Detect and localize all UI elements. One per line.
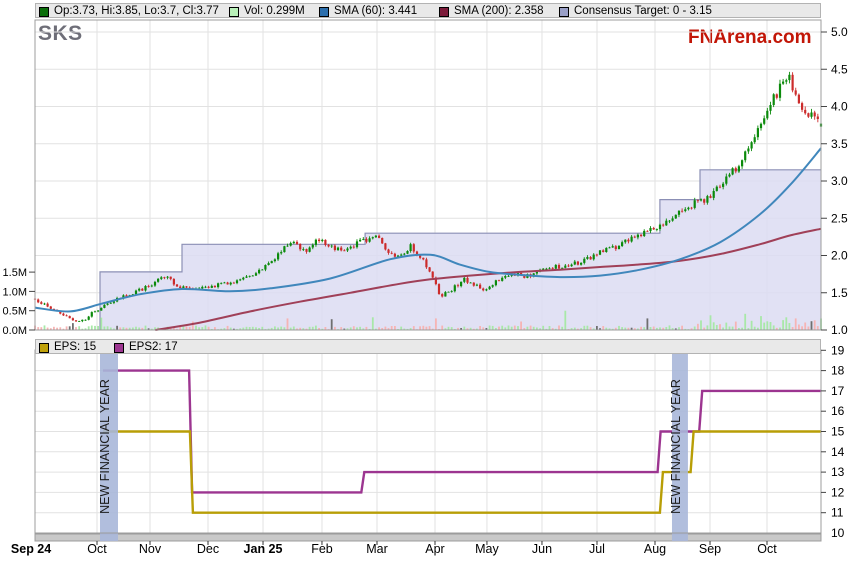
legend-volume: Vol: 0.299M: [229, 5, 305, 18]
svg-text:Feb: Feb: [311, 542, 333, 556]
legend-consensus-target: Consensus Target: 0 - 3.15: [559, 5, 712, 18]
legend-ohlc: Op:3.73, Hi:3.85, Lo:3.7, Cl:3.77: [39, 5, 219, 18]
sma60-line: [34, 147, 822, 313]
svg-text:Mar: Mar: [366, 542, 388, 556]
svg-text:0.0M: 0.0M: [3, 325, 27, 337]
svg-text:Jan 25: Jan 25: [244, 542, 283, 556]
svg-text:NEW FINANCIAL YEAR: NEW FINANCIAL YEAR: [669, 379, 683, 514]
consensus-target-band: [99, 169, 821, 331]
svg-text:17: 17: [831, 384, 845, 398]
svg-text:Dec: Dec: [197, 542, 219, 556]
bottom-axis-strip: [34, 533, 822, 542]
price-legend-bar: Op:3.73, Hi:3.85, Lo:3.7, Cl:3.77 Vol: 0…: [35, 3, 821, 18]
svg-text:NEW FINANCIAL YEAR: NEW FINANCIAL YEAR: [98, 379, 112, 514]
eps-gridlines: [35, 350, 821, 533]
ohlc-legend-label: Op:3.73, Hi:3.85, Lo:3.7, Cl:3.77: [54, 5, 219, 17]
svg-text:0.5M: 0.5M: [3, 306, 27, 318]
svg-text:18: 18: [831, 364, 845, 378]
sma60-swatch-icon: [319, 6, 329, 17]
svg-text:Sep 24: Sep 24: [11, 542, 51, 556]
svg-text:2.5: 2.5: [831, 211, 848, 225]
svg-text:Apr: Apr: [425, 542, 444, 556]
legend-sma200: SMA (200): 2.358: [439, 5, 544, 18]
svg-text:Nov: Nov: [139, 542, 162, 556]
svg-text:May: May: [475, 542, 499, 556]
volume-swatch-icon: [229, 6, 239, 17]
svg-text:16: 16: [831, 404, 845, 418]
eps-swatch-icon: [39, 342, 49, 353]
sma200-swatch-icon: [439, 6, 449, 17]
consensus-swatch-icon: [559, 6, 569, 17]
eps-axes: 10 11 12 13 14 15 16 17 18 19: [34, 343, 845, 540]
sma60-legend-label: SMA (60): 3.441: [334, 5, 418, 17]
svg-text:2.0: 2.0: [831, 249, 848, 263]
new-financial-year-band: NEW FINANCIAL YEAR: [98, 350, 119, 541]
new-financial-year-band: NEW FINANCIAL YEAR: [669, 350, 688, 541]
price-axes: 1.0 1.5 2.0 2.5 3.0 3.5 4.0 4.5 5.0 0.0M 0.5M 1.0M 1…: [3, 19, 848, 337]
eps-legend-label: EPS: 15: [54, 341, 97, 353]
svg-text:Sep: Sep: [699, 542, 721, 556]
svg-text:1.0M: 1.0M: [3, 286, 27, 298]
eps2-legend-label: EPS2: 17: [129, 341, 178, 353]
svg-text:19: 19: [831, 343, 845, 357]
svg-text:13: 13: [831, 465, 845, 479]
svg-text:12: 12: [831, 485, 845, 499]
svg-text:14: 14: [831, 445, 845, 459]
svg-text:Jun: Jun: [532, 542, 552, 556]
sma200-legend-label: SMA (200): 2.358: [454, 5, 544, 17]
svg-text:4.0: 4.0: [831, 100, 848, 114]
svg-text:11: 11: [831, 506, 844, 520]
svg-text:Oct: Oct: [87, 542, 107, 556]
eps2-swatch-icon: [114, 342, 124, 353]
svg-text:1.5: 1.5: [831, 286, 848, 300]
svg-text:Aug: Aug: [644, 542, 666, 556]
svg-text:Jul: Jul: [589, 542, 605, 556]
svg-text:3.5: 3.5: [831, 137, 848, 151]
legend-eps2: EPS2: 17: [114, 341, 178, 354]
ticker-symbol: SKS: [38, 22, 83, 45]
volume-legend-label: Vol: 0.299M: [244, 5, 305, 17]
svg-text:4.5: 4.5: [831, 62, 848, 76]
month-axis: Sep 24 Oct Nov Dec Jan 25 Feb Mar Apr May Jun Jul A…: [11, 541, 777, 556]
consensus-legend-label: Consensus Target: 0 - 3.15: [574, 5, 712, 17]
svg-text:1.0: 1.0: [831, 323, 848, 337]
ohlc-swatch-icon: [39, 6, 49, 17]
sma200-line: [155, 227, 822, 331]
eps-legend-bar: EPS: 15 EPS2: 17: [35, 339, 821, 354]
svg-text:10: 10: [831, 526, 845, 540]
legend-eps: EPS: 15: [39, 341, 96, 354]
legend-sma60: SMA (60): 3.441: [319, 5, 417, 18]
svg-text:3.0: 3.0: [831, 174, 848, 188]
svg-text:1.5M: 1.5M: [3, 267, 27, 279]
svg-text:15: 15: [831, 425, 845, 439]
eps-line: [103, 430, 821, 514]
svg-text:5.0: 5.0: [831, 25, 848, 39]
svg-text:Oct: Oct: [757, 542, 777, 556]
